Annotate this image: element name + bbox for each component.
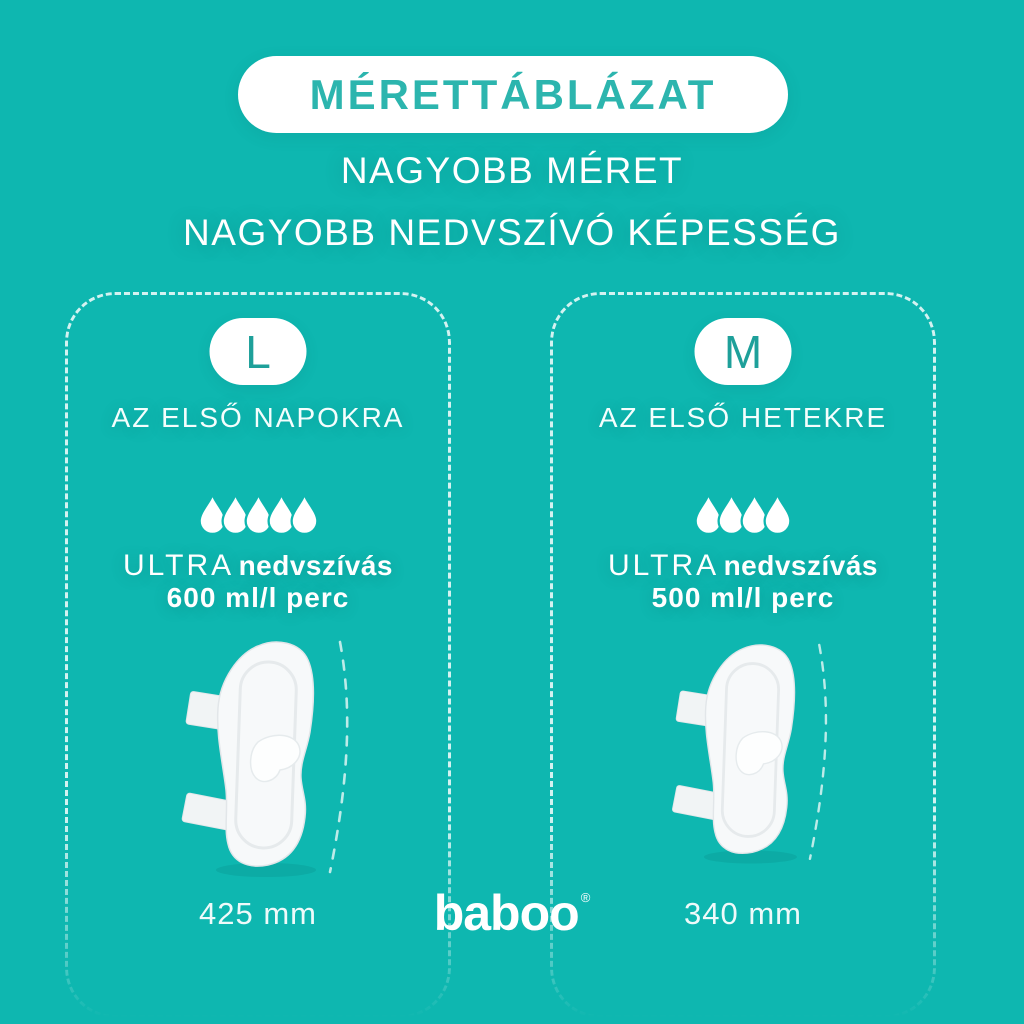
absorbency-drops-m: [550, 491, 936, 539]
absorbency-text: nedvszívás: [238, 550, 393, 581]
absorbency-drops-l: [65, 491, 451, 539]
length-measure-dashes: [808, 643, 828, 861]
absorbency-ultra-label: ULTRA: [123, 549, 235, 582]
absorbency-ultra-label: ULTRA: [608, 549, 720, 582]
absorbency-line-l: ULTRA nedvszívás: [65, 549, 451, 583]
pad-figure-m: [604, 637, 883, 868]
water-drop-icon: [694, 492, 723, 536]
size-m-letter: M: [723, 325, 763, 378]
water-drop-icon: [220, 492, 250, 536]
water-drop-icon: [740, 492, 769, 536]
absorbency-text: nedvszívás: [723, 550, 878, 581]
brand-logo: baboo ®: [0, 884, 1024, 942]
water-drop-icon: [243, 492, 273, 536]
headline-bigger-size: NAGYOBB MÉRET: [340, 150, 684, 191]
registered-mark: ®: [580, 890, 591, 905]
size-l-pill: L: [209, 318, 307, 385]
absorbency-line-m: ULTRA nedvszívás: [550, 549, 936, 583]
headline-more-absorbency: NAGYOBB NEDVSZÍVÓ KÉPESSÉG: [183, 212, 841, 253]
usage-label-m: AZ ELSŐ HETEKRE: [598, 402, 888, 433]
water-drop-icon: [763, 492, 792, 536]
length-label-m: 340 mm: [684, 896, 802, 931]
pad-product-image: [181, 640, 349, 877]
length-measure-dashes: [328, 640, 349, 874]
water-drop-icon: [289, 492, 319, 536]
panel-size-m: M AZ ELSŐ HETEKRE ULTRA nedvszívás 500 m…: [550, 292, 936, 1018]
pad-product-image: [672, 643, 828, 864]
water-drop-icon: [197, 492, 227, 536]
absorbency-rate-l: 600 ml/l perc: [166, 582, 350, 613]
size-m-pill: M: [694, 318, 792, 385]
water-drop-icon: [717, 492, 746, 536]
size-chart-badge-label: MÉRETTÁBLÁZAT: [309, 70, 717, 118]
size-chart-badge: MÉRETTÁBLÁZAT: [238, 56, 788, 133]
length-label-l: 425 mm: [199, 896, 317, 931]
brand-logo-text: baboo: [433, 885, 580, 941]
absorbency-rate-m: 500 ml/l perc: [651, 582, 835, 613]
pad-figure-l: [108, 634, 408, 882]
usage-label-l: AZ ELSŐ NAPOKRA: [111, 402, 405, 433]
water-drop-icon: [266, 492, 296, 536]
panel-size-l: L AZ ELSŐ NAPOKRA ULTRA nedvszívás 600 m…: [65, 292, 451, 1018]
size-l-letter: L: [245, 325, 271, 378]
